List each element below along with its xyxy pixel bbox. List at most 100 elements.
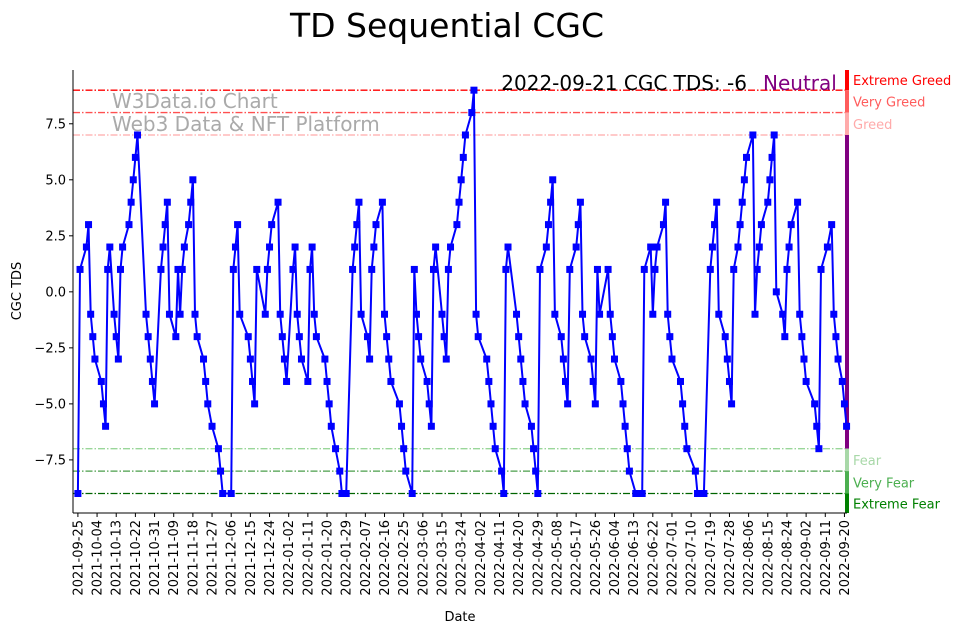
data-point — [485, 377, 493, 385]
annotation-text: 2022-09-21 CGC TDS: -6 — [501, 71, 747, 95]
data-point — [517, 355, 525, 363]
data-point — [116, 265, 124, 273]
data-point — [291, 243, 299, 251]
data-point — [363, 333, 371, 341]
zone-band — [845, 90, 849, 113]
x-tick-label: 2022-06-04 — [608, 520, 623, 596]
data-point — [513, 310, 521, 318]
data-point — [119, 243, 127, 251]
data-point — [378, 198, 386, 206]
data-point — [608, 333, 616, 341]
data-point — [165, 310, 173, 318]
data-point — [708, 243, 716, 251]
data-point — [700, 490, 708, 498]
data-point — [638, 490, 646, 498]
data-point — [76, 265, 84, 273]
data-point — [564, 400, 572, 408]
x-tick-label: 2022-07-28 — [723, 520, 738, 596]
data-point — [683, 445, 691, 453]
data-point — [802, 377, 810, 385]
x-tick-label: 2022-01-11 — [301, 520, 316, 596]
data-point — [85, 221, 93, 229]
data-point — [355, 198, 363, 206]
x-tick-label: 2022-06-22 — [646, 520, 661, 596]
y-tick-label: −7.5 — [34, 453, 66, 468]
series-line — [76, 90, 848, 495]
data-point — [234, 221, 242, 229]
data-point — [487, 400, 495, 408]
data-point — [581, 333, 589, 341]
data-point — [144, 333, 152, 341]
data-point — [99, 400, 107, 408]
y-tick-label: 5.0 — [45, 173, 66, 188]
data-point — [742, 153, 750, 161]
data-point — [794, 198, 802, 206]
data-point — [129, 176, 137, 184]
data-point — [713, 198, 721, 206]
data-point — [772, 288, 780, 296]
data-point — [843, 422, 851, 430]
data-point — [423, 377, 431, 385]
data-point — [800, 355, 808, 363]
data-point — [214, 445, 222, 453]
data-point — [87, 310, 95, 318]
data-point — [625, 467, 633, 475]
zone-label: Greed — [853, 118, 892, 133]
data-point — [395, 400, 403, 408]
data-point — [730, 265, 738, 273]
x-tick-label: 2022-02-25 — [397, 520, 412, 596]
data-point — [547, 198, 555, 206]
data-point — [530, 445, 538, 453]
data-point — [400, 445, 408, 453]
data-point — [489, 422, 497, 430]
x-tick-label: 2022-01-20 — [321, 520, 336, 596]
data-point — [764, 198, 772, 206]
data-point — [653, 243, 661, 251]
data-point — [551, 310, 559, 318]
data-point — [353, 221, 361, 229]
y-tick-label: −2.5 — [34, 341, 66, 356]
zone-label: Fear — [853, 454, 882, 469]
data-point — [823, 243, 831, 251]
data-point — [536, 265, 544, 273]
data-point — [283, 377, 291, 385]
zone-band — [845, 448, 849, 472]
data-point — [474, 333, 482, 341]
data-point — [757, 221, 765, 229]
x-axis-label: Date — [444, 610, 475, 625]
data-point — [811, 400, 819, 408]
data-point — [349, 265, 357, 273]
data-point — [125, 221, 133, 229]
data-point — [408, 490, 416, 498]
data-point — [131, 153, 139, 161]
data-point — [813, 422, 821, 430]
zone-label: Very Greed — [853, 95, 925, 110]
data-point — [785, 243, 793, 251]
zone-label: Very Fear — [853, 476, 915, 491]
data-point — [798, 333, 806, 341]
data-point — [189, 176, 197, 184]
data-point — [146, 355, 154, 363]
data-point — [410, 265, 418, 273]
data-point — [461, 131, 469, 139]
x-tick-label: 2021-10-22 — [129, 520, 144, 596]
data-point — [651, 265, 659, 273]
data-point — [176, 310, 184, 318]
data-point — [276, 310, 284, 318]
data-point — [668, 355, 676, 363]
x-tick-label: 2022-07-10 — [685, 520, 700, 596]
x-tick-label: 2022-09-11 — [819, 520, 834, 596]
data-point — [562, 377, 570, 385]
zone-band — [845, 471, 849, 494]
data-point — [500, 490, 508, 498]
x-tick-label: 2022-04-02 — [474, 520, 489, 596]
data-point — [468, 109, 476, 117]
x-tick-label: 2022-08-06 — [742, 520, 757, 596]
zone-label: Extreme Greed — [853, 74, 951, 89]
data-point — [470, 86, 478, 94]
data-point — [438, 310, 446, 318]
data-point — [295, 333, 303, 341]
zone-label: Extreme Fear — [853, 498, 941, 513]
data-point — [574, 221, 582, 229]
x-tick-label: 2022-02-16 — [378, 520, 393, 596]
